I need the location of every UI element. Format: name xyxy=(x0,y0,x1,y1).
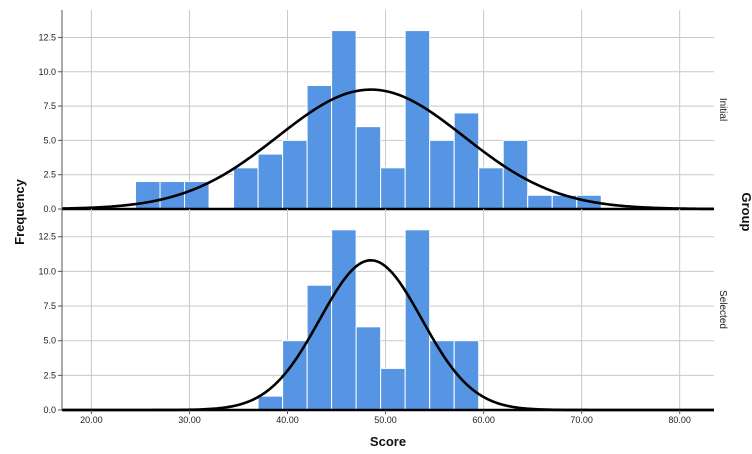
histogram-bar xyxy=(306,84,333,210)
panel-label-initial: Initial xyxy=(717,98,728,121)
y-axis-title: Frequency xyxy=(12,178,27,245)
y-tick-label: 0.0 xyxy=(43,204,56,214)
x-tick-label: 50.00 xyxy=(374,415,397,425)
chart-panels: 0.0 2.5 5.0 7.5 10.0 12.5 Initial 0.0 2.5 5.0 7.5 1… xyxy=(38,10,728,415)
histogram-bar xyxy=(331,229,357,411)
histogram-bar xyxy=(233,167,259,210)
panel-selected: 0.0 2.5 5.0 7.5 10.0 12.5 Selected xyxy=(38,209,728,415)
histogram-bar xyxy=(380,367,406,411)
x-tick-label: 40.00 xyxy=(276,415,299,425)
x-tick-label: 70.00 xyxy=(570,415,593,425)
x-tick-label: 80.00 xyxy=(668,415,691,425)
histogram-bar xyxy=(527,194,553,210)
normal-curve xyxy=(61,88,715,211)
y-tick-label: 0.0 xyxy=(43,405,56,415)
histogram-bar xyxy=(429,139,455,210)
y-tick-label: 5.0 xyxy=(43,135,56,145)
histogram-bar xyxy=(331,30,357,210)
panel-label-selected: Selected xyxy=(717,290,728,329)
y-tick-label: 12.5 xyxy=(38,32,56,42)
histogram-bar xyxy=(355,326,382,411)
histogram-bar xyxy=(453,112,480,210)
histogram-bar xyxy=(478,167,504,210)
y-tick-label: 7.5 xyxy=(43,101,56,111)
histogram-bar xyxy=(380,167,406,210)
histogram-bar xyxy=(355,126,382,210)
y-tick-label: 12.5 xyxy=(38,232,56,242)
x-tick-label: 60.00 xyxy=(472,415,495,425)
y-tick-label: 10.0 xyxy=(38,266,56,276)
y-tick-label: 2.5 xyxy=(43,170,56,180)
x-tick-label: 20.00 xyxy=(80,415,103,425)
x-axis-title: Score xyxy=(370,434,406,449)
histogram-bar xyxy=(404,229,431,411)
panel-group-title: Group xyxy=(739,193,752,232)
histogram-bar xyxy=(257,153,284,210)
y-tick-label: 5.0 xyxy=(43,336,56,346)
histogram-bar xyxy=(257,395,284,411)
histogram-bar xyxy=(282,139,308,210)
x-tick-labels: 20.00 30.00 40.00 50.00 60.00 70.00 80.00 xyxy=(80,410,691,425)
histogram-bar xyxy=(184,181,210,210)
y-tick-label: 10.0 xyxy=(38,67,56,77)
x-tick-label: 30.00 xyxy=(178,415,201,425)
y-tick-label: 2.5 xyxy=(43,370,56,380)
histogram-bar xyxy=(282,340,308,411)
histogram-bar xyxy=(404,30,431,210)
panel-initial: 0.0 2.5 5.0 7.5 10.0 12.5 Initial xyxy=(38,10,728,214)
y-tick-label: 7.5 xyxy=(43,301,56,311)
